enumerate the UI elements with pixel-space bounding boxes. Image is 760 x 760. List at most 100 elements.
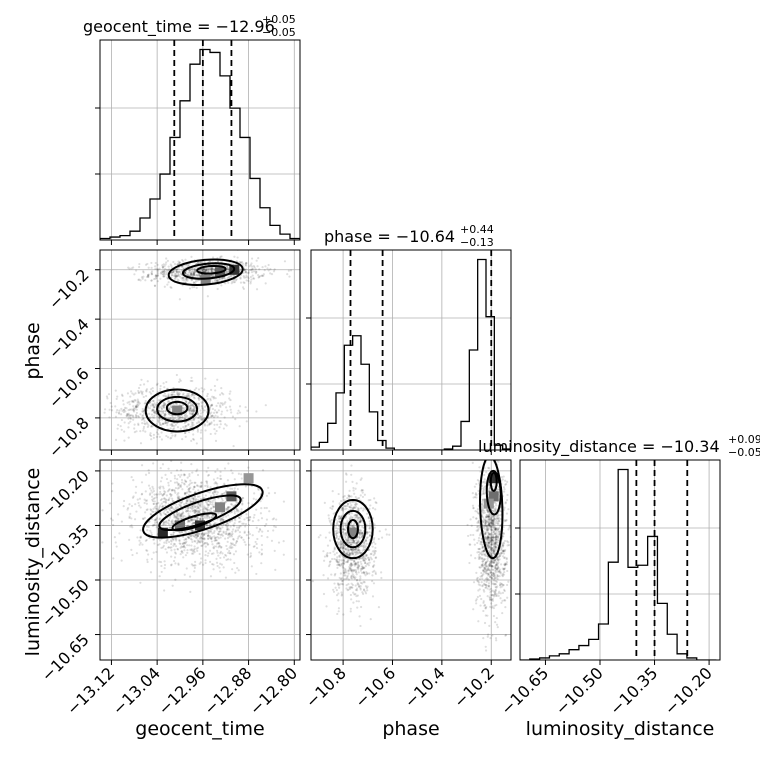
sample-point [189,273,192,277]
sample-point [108,502,112,505]
sample-point [184,264,188,267]
sample-point [338,502,341,505]
sample-point [355,503,359,506]
sample-point [487,523,490,526]
sample-point [152,403,155,406]
sample-point [164,414,167,417]
sample-point [373,549,376,552]
sample-point [338,556,341,559]
sample-point [200,417,203,421]
sample-point [483,473,486,477]
sample-point [203,267,206,271]
sample-point [203,409,206,412]
sample-point [353,563,357,566]
sample-point [341,564,345,567]
sample-point [184,272,187,275]
sample-point [358,579,361,582]
sample-point [214,389,217,392]
sample-point [366,531,370,534]
sample-point [200,515,203,518]
sample-point [485,529,488,532]
sample-point [178,515,181,518]
sample-point [210,267,213,270]
sample-point [189,406,192,410]
sample-point [482,568,486,571]
sample-point [331,489,334,493]
sample-point [344,548,347,551]
sample-point [176,512,180,516]
sample-point [171,521,174,525]
sample-point [216,415,219,418]
sample-point [505,512,509,515]
sample-point [184,531,188,534]
sample-point [228,275,231,278]
sample-point [328,531,331,534]
sample-point [502,583,505,587]
sample-point [233,255,236,258]
sample-point [342,547,345,550]
sample-point [364,545,367,548]
sample-point [358,534,362,537]
sample-point [191,519,194,522]
sample-point [270,539,274,542]
sample-point [186,509,189,512]
sample-point [360,562,363,566]
sample-point [152,399,155,403]
sample-point [185,498,189,501]
sample-point [177,484,180,487]
sample-point [183,542,186,545]
sample-point [363,557,367,560]
sample-point [187,512,190,515]
sample-point [241,262,245,265]
sample-point [175,503,178,506]
sample-point [190,376,193,379]
sample-point [196,274,199,277]
sample-point [197,388,201,391]
sample-point [139,541,142,545]
sample-point [183,428,186,431]
sample-point [240,514,243,517]
sample-point [176,268,179,271]
sample-point [204,269,207,272]
sample-point [131,553,134,557]
sample-point [176,278,179,281]
sample-point [349,567,352,570]
sample-point [200,415,203,418]
sample-point [164,498,167,501]
sample-point [337,537,340,541]
sample-point [183,573,186,576]
sample-point [197,503,200,506]
sample-point [207,268,211,271]
sample-point [160,514,163,517]
sample-point [197,540,200,544]
sample-point [181,545,184,549]
sample-point [342,495,345,499]
sample-point [361,591,364,594]
sample-point [351,548,354,551]
sample-point [357,548,360,551]
sample-point [170,542,173,546]
sample-point [129,420,132,423]
sample-point [158,416,161,419]
sample-point [354,584,357,587]
sample-point [489,521,493,524]
sample-point [358,496,361,500]
sample-point [156,267,159,271]
sample-point [183,541,186,544]
sample-point [487,567,490,570]
sample-point [137,386,141,390]
sample-point [345,504,348,508]
sample-point [357,551,360,555]
sample-point [349,567,352,570]
sample-point [494,565,497,568]
sample-point [506,493,509,497]
sample-point [232,274,235,277]
sample-point [501,549,505,553]
sample-point [111,482,114,485]
sample-point [494,585,497,589]
sample-point [150,279,153,282]
sample-point [215,527,218,530]
sample-point [362,507,365,510]
sample-point [232,444,235,448]
sample-point [200,515,203,518]
